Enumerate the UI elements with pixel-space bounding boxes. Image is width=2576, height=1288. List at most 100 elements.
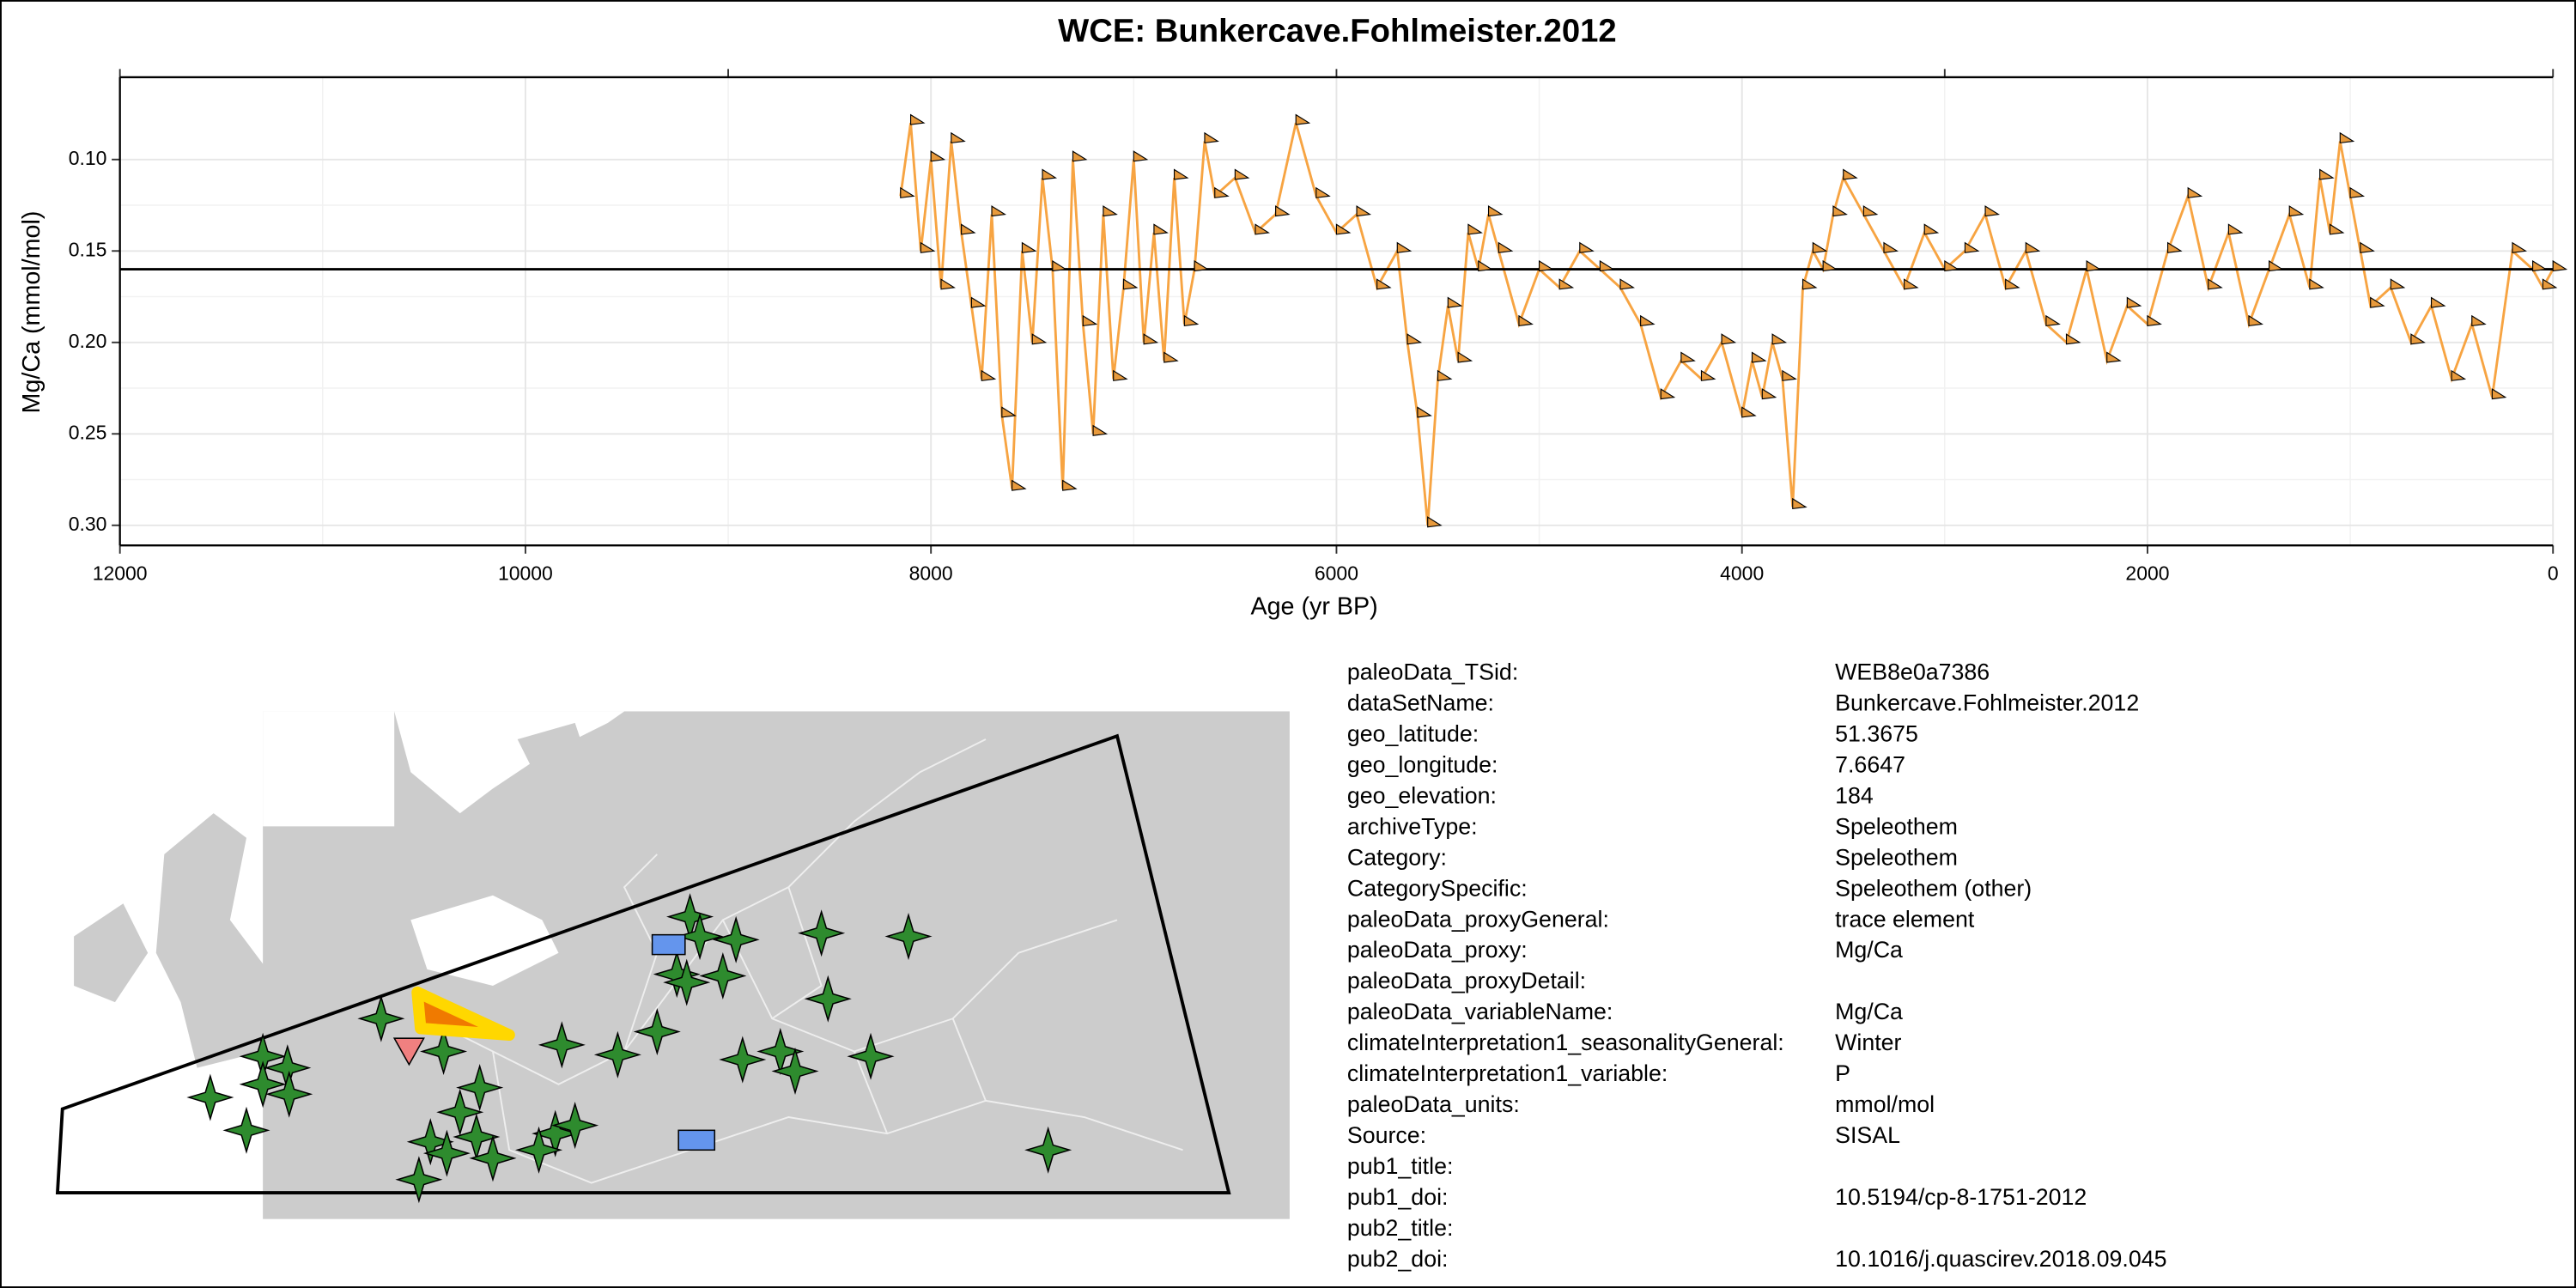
data-point — [991, 205, 1007, 217]
site-marker — [663, 958, 711, 1006]
data-point — [1478, 259, 1493, 272]
data-point — [1062, 479, 1078, 491]
data-point — [1021, 241, 1037, 253]
data-point — [1031, 333, 1048, 345]
data-point — [1843, 168, 1858, 180]
site-marker — [551, 1102, 599, 1150]
site-marker — [469, 1134, 517, 1182]
data-point — [1660, 388, 1676, 400]
land — [74, 903, 149, 1003]
y-axis-label: Mg/Ca (mmol/mol) — [18, 211, 46, 414]
data-point — [2005, 278, 2020, 290]
meta-key: pub1_title: — [1347, 1153, 1454, 1179]
data-point — [1822, 259, 1838, 272]
data-point — [1315, 186, 1331, 198]
data-point — [1133, 150, 1149, 162]
meta-key: pub2_doi: — [1347, 1246, 1449, 1272]
data-point — [2309, 278, 2324, 290]
data-point — [1801, 278, 1818, 290]
data-point — [961, 223, 976, 235]
data-point — [1234, 168, 1250, 180]
data-point — [1012, 479, 1027, 491]
site-marker — [677, 1129, 716, 1151]
current-site-marker — [411, 986, 515, 1042]
meta-value: 10.1016/j.quascirev.2018.09.045 — [1835, 1246, 2166, 1272]
meta-key: CategorySpecific: — [1347, 875, 1528, 901]
site-marker — [222, 1106, 270, 1154]
chart-title: WCE: Bunkercave.Fohlmeister.2012 — [1058, 12, 1617, 49]
meta-key: paleoData_proxy: — [1347, 937, 1528, 963]
meta-key: Category: — [1347, 844, 1447, 870]
data-point — [2166, 241, 2183, 253]
meta-value: Bunkercave.Fohlmeister.2012 — [1835, 690, 2139, 715]
data-line — [899, 122, 2555, 526]
site-marker — [884, 913, 933, 961]
data-point — [2045, 314, 2061, 327]
data-point — [2227, 223, 2244, 235]
data-point — [1356, 205, 1372, 217]
data-point — [2208, 278, 2223, 290]
data-point — [2491, 388, 2507, 400]
y-tick-label: 0.25 — [69, 421, 107, 443]
data-point — [1255, 223, 1270, 235]
data-point — [1406, 333, 1423, 345]
data-point — [1163, 351, 1179, 363]
meta-key: Source: — [1347, 1122, 1426, 1148]
site-marker — [699, 951, 747, 1000]
meta-key: geo_longitude: — [1347, 751, 1498, 777]
site-marker — [538, 1021, 586, 1069]
data-point — [2349, 186, 2366, 198]
meta-key: paleoData_variableName: — [1347, 999, 1613, 1024]
data-point — [1640, 314, 1656, 327]
meta-value: 10.5194/cp-8-1751-2012 — [1835, 1184, 2087, 1210]
data-point — [1072, 150, 1088, 162]
data-point — [1194, 259, 1210, 272]
data-point — [1579, 241, 1595, 253]
meta-value: WEB8e0a7386 — [1835, 659, 1990, 685]
site-marker — [186, 1073, 234, 1121]
data-point — [930, 150, 946, 162]
data-point — [1862, 205, 1879, 217]
meta-key: archiveType: — [1347, 813, 1478, 839]
data-point — [2187, 186, 2203, 198]
metadata-table: paleoData_TSid: WEB8e0a7386 dataSetName: Bu… — [1347, 659, 2167, 1272]
y-tick-label: 0.20 — [69, 330, 107, 352]
data-point — [2370, 296, 2385, 308]
sea — [410, 895, 559, 986]
data-point — [970, 296, 987, 308]
region-outline — [55, 733, 1231, 1194]
data-point — [2147, 314, 2162, 327]
site-marker — [357, 994, 405, 1042]
data-point — [1518, 314, 1534, 327]
data-point — [1771, 333, 1788, 345]
site-marker — [593, 1030, 641, 1078]
data-point — [1437, 369, 1453, 381]
site-marker — [406, 1118, 454, 1166]
data-point — [1173, 168, 1189, 180]
data-point — [951, 131, 966, 144]
meta-value: Mg/Ca — [1835, 937, 1903, 963]
data-point — [1143, 333, 1159, 345]
data-point — [1042, 168, 1058, 180]
data-point — [1417, 406, 1432, 418]
site-marker — [532, 1109, 580, 1157]
data-point — [1487, 205, 1504, 217]
map — [55, 711, 1290, 1219]
meta-value: trace element — [1835, 906, 1975, 932]
meta-value: 184 — [1835, 782, 1874, 808]
site-marker — [676, 913, 724, 961]
meta-value: Speleothem — [1835, 813, 1958, 839]
data-point — [2390, 278, 2406, 290]
meta-value: 51.3675 — [1835, 720, 1918, 746]
data-point — [2339, 131, 2355, 144]
meta-value: Speleothem — [1835, 844, 1958, 870]
data-point — [1447, 296, 1463, 308]
y-tick-label: 0.30 — [69, 513, 107, 535]
site-marker — [515, 1126, 563, 1174]
x-tick-label: 4000 — [1720, 562, 1764, 585]
data-point — [2025, 241, 2041, 253]
data-point — [2360, 241, 2375, 253]
meta-value: Mg/Ca — [1835, 999, 1903, 1024]
data-point — [1467, 223, 1483, 235]
data-point — [2319, 168, 2335, 180]
